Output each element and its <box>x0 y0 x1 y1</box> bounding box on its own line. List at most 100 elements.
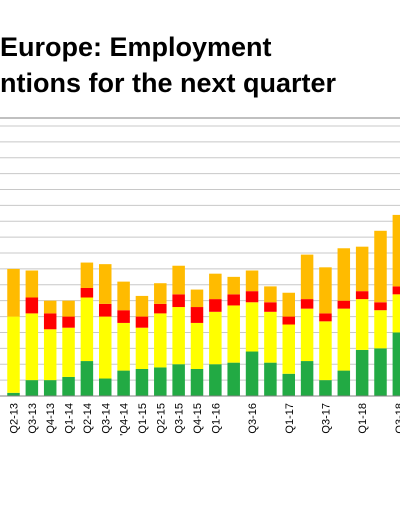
bar-segment-no_change-Q3-15 <box>172 307 185 365</box>
x-tick-label-Q1-17: Q1-17 <box>284 403 296 434</box>
bars <box>7 214 400 396</box>
bar-segment-decrease-Q1-17 <box>282 316 295 325</box>
bar-segment-decrease-Q1-16 <box>209 299 222 312</box>
bar-segment-increase-Q1-18 <box>355 349 369 396</box>
bar-segment-increase-Q4-16 <box>264 362 277 396</box>
x-tick-labels: Q2-13 Q3-13 Q4-13 Q1-14 Q2-14 Q3-14 'Q4-14 Q1-1… <box>9 403 400 436</box>
bar-segment-increase-Q1-15 <box>135 368 149 396</box>
bar-segment-increase-Q2-13 <box>7 392 20 396</box>
bar-segment-net-Q3-15 <box>172 265 185 295</box>
bar-segment-net-Q2-18 <box>374 230 387 303</box>
bar-segment-no_change-Q4-17 <box>337 308 351 371</box>
bar-segment-no_change-Q2-15 <box>154 313 167 368</box>
bar-segment-increase-Q3-16 <box>245 351 259 396</box>
bar-segment-increase-Q1-17 <box>282 373 295 396</box>
bar-segment-net-Q2-13 <box>7 268 20 317</box>
bar-segment-increase-Q4-14 <box>117 370 130 396</box>
bar-segment-net-Q4-14 <box>117 281 130 311</box>
bar-segment-net-Q3-18 <box>392 214 400 287</box>
bar-segment-no_change-Q4-15 <box>190 322 204 369</box>
x-tick-label-Q4-13: Q4-13 <box>45 403 57 434</box>
x-tick-label-Q1-18: Q1-18 <box>357 403 369 434</box>
bar-segment-no_change-Q2-18 <box>374 310 387 349</box>
bar-segment-net-Q2-17 <box>300 254 314 300</box>
plot-frame <box>0 117 400 397</box>
bar-segment-decrease-Q4-16 <box>264 302 277 312</box>
x-tick-label-Q1-14: Q1-14 <box>64 403 76 434</box>
bar-segment-increase-Q2-17 <box>300 361 314 396</box>
bar-segment-no_change-Q1-16 <box>209 311 222 365</box>
bar-segment-no_change-Q3-14 <box>99 316 112 379</box>
chart-title-line-2: ntions for the next quarter <box>0 68 337 98</box>
bar-segment-net-Q1-18 <box>355 246 369 292</box>
bar-segment-increase-Q1-16 <box>209 364 222 396</box>
bar-segment-increase-Q2-18 <box>374 348 387 396</box>
bar-segment-increase-Q2-16 <box>227 362 240 396</box>
x-tick-label-Q3-18: Q3-18 <box>394 403 400 434</box>
bar-segment-decrease-Q4-13 <box>43 313 57 330</box>
bar-segment-no_change-Q1-14 <box>62 327 75 377</box>
bar-segment-decrease-Q4-14 <box>117 310 130 323</box>
bar-segment-net-Q2-15 <box>154 283 167 304</box>
x-tick-label-Q1-15: Q1-15 <box>137 403 149 434</box>
bar-segment-net-Q3-16 <box>245 270 259 292</box>
x-tick-label-Q3-14: Q3-14 <box>100 403 112 434</box>
x-tick-label-Q2-14: Q2-14 <box>82 403 94 434</box>
x-tick-label-Q3-17: Q3-17 <box>320 403 332 434</box>
bar-segment-net-Q3-17 <box>319 267 332 314</box>
bar-segment-net-Q1-16 <box>209 273 222 300</box>
bar-segment-increase-Q3-14 <box>99 378 112 396</box>
bar-segment-decrease-Q4-17 <box>337 300 351 309</box>
bar-segment-no_change-Q4-16 <box>264 311 277 363</box>
bar-segment-no_change-Q3-17 <box>319 321 332 381</box>
bar-segment-no_change-Q1-15 <box>135 327 149 369</box>
bar-segment-decrease-Q1-14 <box>62 316 75 328</box>
bar-segment-no_change-Q4-13 <box>43 329 57 381</box>
bar-segment-decrease-Q3-15 <box>172 294 185 308</box>
chart-title-line-1: Europe: Employment <box>0 32 272 62</box>
bar-segment-increase-Q3-17 <box>319 380 332 396</box>
bar-segment-no_change-Q2-17 <box>300 308 314 362</box>
bar-segment-decrease-Q4-15 <box>190 307 204 323</box>
bar-segment-net-Q3-13 <box>25 270 39 298</box>
bar-segment-decrease-Q2-17 <box>300 299 314 309</box>
bar-segment-increase-Q1-14 <box>62 376 75 396</box>
bar-segment-increase-Q4-13 <box>43 380 57 396</box>
x-tick-label-Q2-13: Q2-13 <box>9 403 21 434</box>
bar-segment-decrease-Q3-18 <box>392 286 400 295</box>
bar-segment-decrease-Q3-17 <box>319 313 332 322</box>
bar-segment-net-Q1-15 <box>135 295 149 317</box>
bar-segment-increase-Q2-14 <box>80 361 94 396</box>
bar-segment-net-Q1-14 <box>62 300 75 317</box>
bar-segment-no_change-Q3-16 <box>245 302 259 352</box>
bar-segment-decrease-Q3-16 <box>245 291 259 303</box>
bar-segment-no_change-Q3-18 <box>392 294 400 333</box>
x-tick-label-Q2-15: Q2-15 <box>155 403 167 434</box>
x-tick-label-Q3-13: Q3-13 <box>27 403 39 434</box>
bar-segment-increase-Q3-15 <box>172 364 185 396</box>
bar-segment-decrease-Q2-14 <box>80 287 94 298</box>
bar-segment-net-Q4-15 <box>190 289 204 308</box>
bar-segment-decrease-Q2-15 <box>154 303 167 314</box>
bar-segment-net-Q4-17 <box>337 248 351 301</box>
bar-segment-net-Q3-14 <box>99 264 112 304</box>
bar-segment-decrease-Q1-15 <box>135 316 149 328</box>
bar-segment-increase-Q2-15 <box>154 367 167 396</box>
bar-segment-decrease-Q2-18 <box>374 302 387 311</box>
bar-segment-increase-Q3-18 <box>392 332 400 396</box>
bar-segment-increase-Q3-13 <box>25 380 39 396</box>
bar-segment-no_change-Q2-14 <box>80 297 94 362</box>
bar-segment-decrease-Q1-18 <box>355 291 369 300</box>
x-tick-label-Q1-16: Q1-16 <box>210 403 222 434</box>
bar-segment-net-Q1-17 <box>282 292 295 317</box>
bar-segment-increase-Q4-17 <box>337 370 351 396</box>
chart-title: Europe: Employment ntions for the next q… <box>0 30 400 110</box>
bar-segment-decrease-Q3-14 <box>99 303 112 317</box>
bar-segment-no_change-Q2-13 <box>7 316 20 393</box>
bar-segment-no_change-Q3-13 <box>25 313 39 381</box>
bar-segment-no_change-Q1-18 <box>355 299 369 350</box>
bar-segment-decrease-Q3-13 <box>25 297 39 314</box>
bar-segment-increase-Q4-15 <box>190 368 204 396</box>
bar-segment-net-Q4-13 <box>43 300 57 314</box>
